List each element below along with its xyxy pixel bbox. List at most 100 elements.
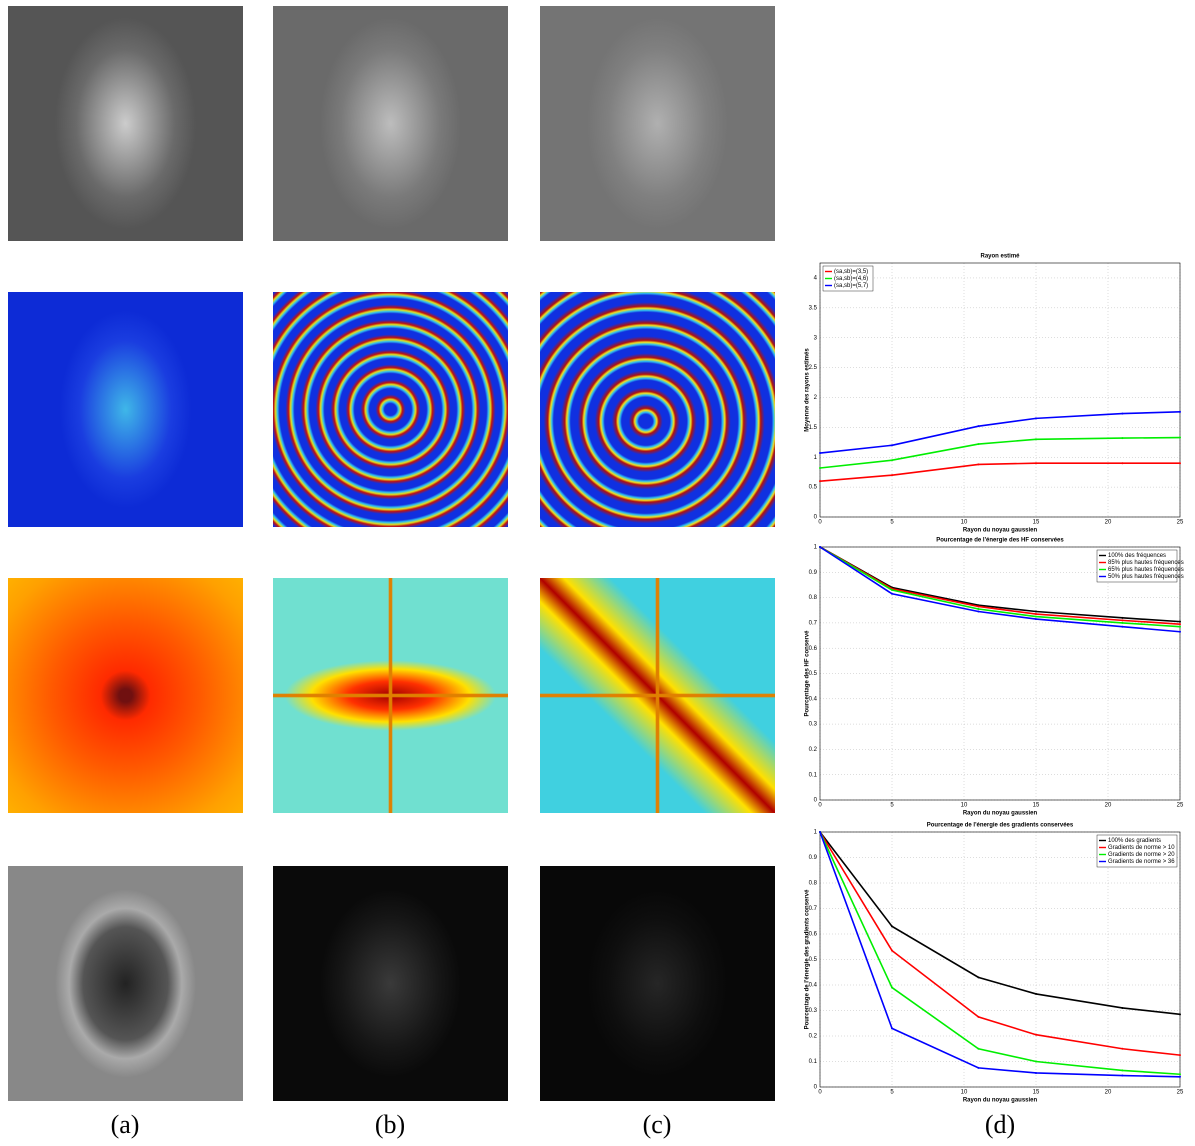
- y-tick-label: 0.1: [809, 772, 818, 778]
- chart-title: Pourcentage de l'énergie des gradients c…: [927, 823, 1074, 829]
- y-tick-label: 0.2: [809, 1034, 818, 1040]
- y-tick-label: 2.5: [809, 365, 818, 371]
- y-tick-label: 3.5: [809, 305, 818, 311]
- y-tick-label: 0.3: [809, 1008, 818, 1014]
- y-tick-label: 0.5: [809, 671, 818, 677]
- data-point: [1121, 1075, 1123, 1077]
- y-tick-label: 0.7: [809, 620, 818, 626]
- data-point: [977, 463, 979, 465]
- figure: (a) (b) (c) (d) Rayon estiméRayon du noy…: [0, 0, 1195, 1146]
- data-line: [820, 463, 1180, 481]
- data-point: [1179, 631, 1181, 633]
- data-point: [977, 1016, 979, 1018]
- y-tick-label: 0.4: [809, 983, 818, 989]
- data-point: [891, 950, 893, 952]
- y-tick-label: 0.7: [809, 906, 818, 912]
- y-tick-label: 0.2: [809, 747, 818, 753]
- y-tick-label: 0.9: [809, 570, 818, 576]
- y-tick-label: 0.6: [809, 932, 818, 938]
- data-point: [819, 467, 821, 469]
- y-tick-label: 3: [814, 335, 818, 341]
- data-point: [1035, 438, 1037, 440]
- legend-label: 65% plus hautes fréquences: [1108, 567, 1184, 573]
- data-point: [819, 831, 821, 833]
- data-point: [1179, 621, 1181, 623]
- data-point: [1179, 1054, 1181, 1056]
- plot-frame: [820, 263, 1180, 517]
- legend-label: 50% plus hautes fréquences: [1108, 574, 1184, 580]
- data-line: [820, 832, 1180, 1074]
- data-point: [1121, 1069, 1123, 1071]
- x-tick-label: 20: [1105, 520, 1112, 526]
- y-tick-label: 0: [814, 1085, 818, 1091]
- data-point: [891, 589, 893, 591]
- data-point: [977, 608, 979, 610]
- x-tick-label: 20: [1105, 803, 1112, 809]
- x-tick-label: 20: [1105, 1090, 1112, 1096]
- charts: Rayon estiméRayon du noyau gaussienMoyen…: [0, 0, 1195, 1146]
- data-point: [891, 987, 893, 989]
- data-point: [1121, 413, 1123, 415]
- legend-label: (sa,sb)=(4,6): [834, 276, 868, 282]
- data-point: [977, 1067, 979, 1069]
- y-tick-label: 0.1: [809, 1059, 818, 1065]
- data-point: [1121, 622, 1123, 624]
- y-tick-label: 4: [814, 276, 818, 282]
- data-point: [1121, 1007, 1123, 1009]
- data-point: [1035, 613, 1037, 615]
- x-tick-label: 0: [818, 1090, 822, 1096]
- y-tick-label: 0.3: [809, 722, 818, 728]
- x-tick-label: 5: [890, 1090, 894, 1096]
- x-tick-label: 10: [961, 520, 968, 526]
- y-tick-label: 0.4: [809, 696, 818, 702]
- data-point: [977, 443, 979, 445]
- x-axis-label: Rayon du noyau gaussien: [963, 528, 1038, 534]
- x-tick-label: 15: [1033, 520, 1040, 526]
- y-tick-label: 0: [814, 515, 818, 521]
- x-tick-label: 10: [961, 803, 968, 809]
- data-point: [1035, 618, 1037, 620]
- data-point: [977, 976, 979, 978]
- data-line: [820, 832, 1180, 1077]
- data-point: [1035, 1034, 1037, 1036]
- legend-label: Gradients de norme > 36: [1108, 859, 1175, 865]
- y-tick-label: 0.8: [809, 595, 818, 601]
- x-tick-label: 25: [1177, 803, 1184, 809]
- legend-label: Gradients de norme > 10: [1108, 845, 1175, 851]
- legend-label: 100% des fréquences: [1108, 553, 1166, 559]
- data-point: [819, 546, 821, 548]
- x-tick-label: 5: [890, 803, 894, 809]
- x-tick-label: 25: [1177, 520, 1184, 526]
- data-point: [1179, 462, 1181, 464]
- legend-label: (sa,sb)=(3,5): [834, 269, 868, 275]
- y-tick-label: 2: [814, 395, 818, 401]
- data-point: [891, 1027, 893, 1029]
- y-tick-label: 0.5: [809, 485, 818, 491]
- x-tick-label: 15: [1033, 1090, 1040, 1096]
- data-point: [1121, 462, 1123, 464]
- y-tick-label: 1: [814, 830, 818, 836]
- data-point: [1179, 437, 1181, 439]
- legend-label: 85% plus hautes fréquences: [1108, 560, 1184, 566]
- y-axis-label: Moyenne des rayons estimés: [805, 348, 811, 432]
- x-axis-label: Rayon du noyau gaussien: [963, 811, 1038, 817]
- data-point: [891, 925, 893, 927]
- data-point: [891, 444, 893, 446]
- data-point: [1035, 616, 1037, 618]
- x-tick-label: 5: [890, 520, 894, 526]
- legend-label: 100% des gradients: [1108, 838, 1161, 844]
- y-tick-label: 1: [814, 545, 818, 551]
- data-point: [1179, 1076, 1181, 1078]
- chart-title: Pourcentage de l'énergie des HF conservé…: [936, 538, 1064, 544]
- data-point: [1035, 1061, 1037, 1063]
- data-line: [820, 412, 1180, 453]
- y-tick-label: 0: [814, 798, 818, 804]
- data-point: [1035, 417, 1037, 419]
- data-point: [1121, 626, 1123, 628]
- data-point: [1179, 411, 1181, 413]
- data-point: [977, 611, 979, 613]
- data-point: [1121, 617, 1123, 619]
- data-point: [1179, 623, 1181, 625]
- data-point: [1179, 1013, 1181, 1015]
- y-tick-label: 0.9: [809, 855, 818, 861]
